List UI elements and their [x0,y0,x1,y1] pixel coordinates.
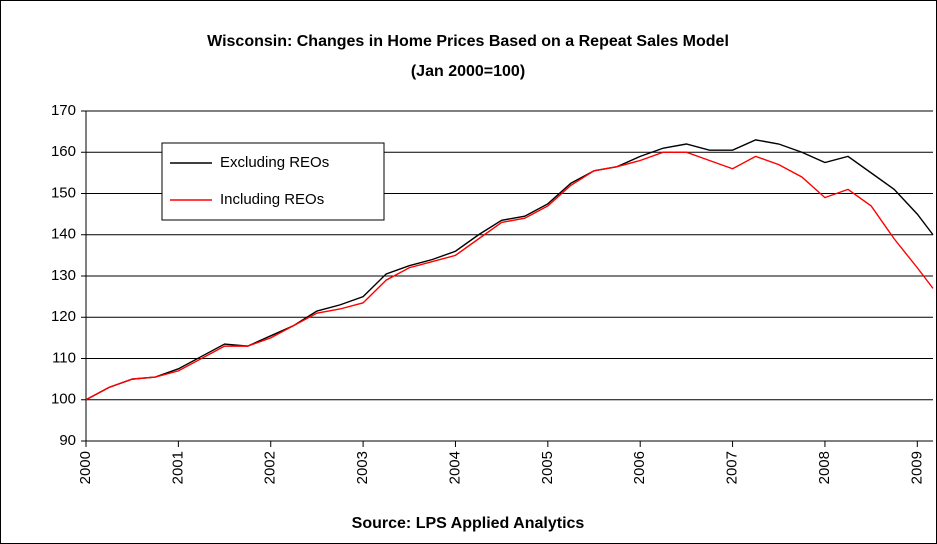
x-tick-label: 2003 [354,451,371,484]
y-tick-label: 140 [51,226,76,243]
x-tick-label: 2000 [77,451,94,484]
y-tick-label: 120 [51,308,76,325]
x-tick-label: 2007 [724,451,741,484]
legend-label: Excluding REOs [220,154,329,171]
y-tick-label: 110 [52,349,76,366]
chart-subtitle: (Jan 2000=100) [411,63,525,80]
chart-title: Wisconsin: Changes in Home Prices Based … [207,33,729,50]
y-tick-label: 90 [59,432,76,449]
legend-label: Including REOs [220,191,324,208]
y-tick-label: 100 [51,391,76,408]
y-tick-label: 150 [51,184,76,201]
x-tick-label: 2008 [816,451,833,484]
x-tick-label: 2001 [169,451,186,484]
y-tick-label: 130 [51,267,76,284]
x-axis-label: Source: LPS Applied Analytics [352,515,585,532]
series-line [85,139,934,401]
y-tick-label: 160 [51,143,76,160]
x-tick-label: 2004 [446,451,463,484]
series-line [85,151,934,401]
x-tick-label: 2002 [262,451,279,484]
x-tick-label: 2009 [908,451,925,484]
legend-box [161,142,385,221]
x-tick-label: 2005 [539,451,556,484]
y-tick-label: 170 [51,102,76,119]
x-tick-label: 2006 [631,451,648,484]
